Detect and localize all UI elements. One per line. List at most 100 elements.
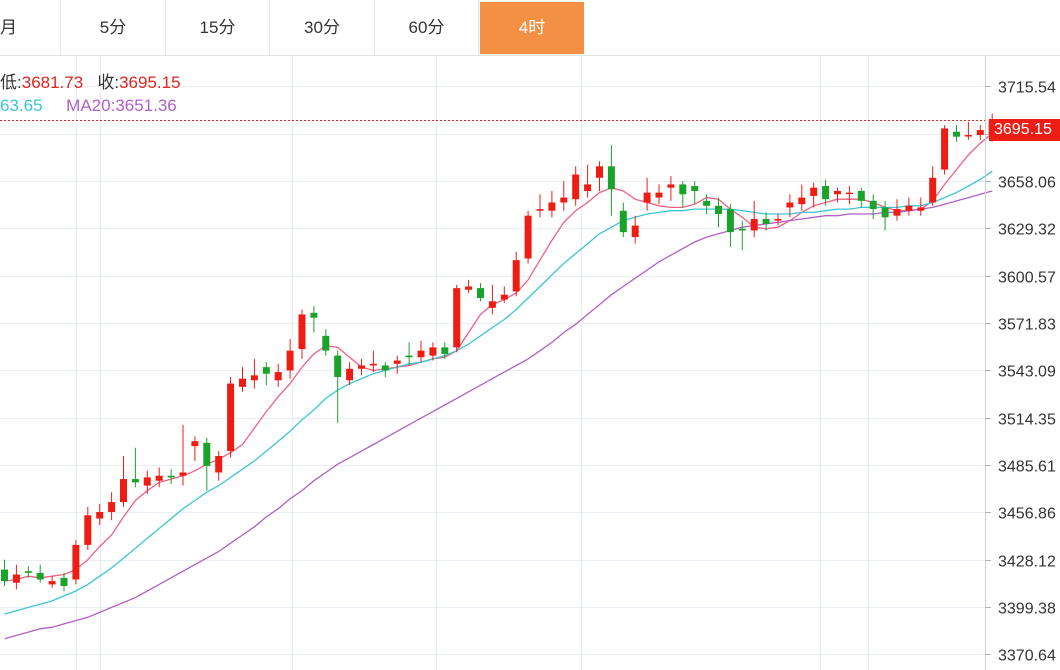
candle[interactable] — [857, 187, 865, 208]
candle[interactable] — [477, 283, 484, 302]
candle[interactable] — [274, 363, 282, 387]
candle[interactable] — [976, 125, 984, 140]
candle[interactable] — [72, 539, 80, 585]
candle[interactable] — [250, 358, 258, 389]
candle[interactable] — [262, 362, 270, 386]
candle[interactable] — [607, 144, 615, 216]
candle[interactable] — [762, 212, 770, 231]
candle[interactable] — [24, 566, 32, 578]
candle[interactable] — [643, 177, 651, 211]
candle[interactable] — [953, 125, 960, 142]
candle[interactable] — [869, 194, 877, 219]
candle[interactable] — [1, 559, 8, 587]
candle-body — [655, 192, 663, 198]
ma-info-line: 63.65 MA20:3651.36 — [0, 96, 177, 116]
candle[interactable] — [60, 572, 68, 591]
tab-month[interactable]: 月 — [0, 0, 61, 55]
candle[interactable] — [691, 181, 699, 205]
candle[interactable] — [929, 166, 937, 206]
candle[interactable] — [619, 202, 627, 238]
candle[interactable] — [560, 181, 568, 211]
candle[interactable] — [12, 564, 20, 590]
candle[interactable] — [703, 194, 711, 215]
candle[interactable] — [36, 564, 44, 583]
candle[interactable] — [441, 342, 449, 359]
tab-4hour[interactable]: 4时 — [480, 2, 584, 54]
candle[interactable] — [369, 350, 377, 373]
candle[interactable] — [548, 190, 556, 218]
candle-body — [964, 135, 972, 137]
candle[interactable] — [108, 492, 116, 521]
candle[interactable] — [798, 184, 806, 211]
candle[interactable] — [453, 284, 461, 353]
candle[interactable] — [191, 436, 199, 461]
candle[interactable] — [524, 210, 532, 264]
candle[interactable] — [346, 362, 354, 386]
candle[interactable] — [738, 220, 746, 251]
y-tick-label: 3428.12 — [998, 554, 1056, 571]
candle[interactable] — [964, 121, 972, 140]
candle[interactable] — [596, 161, 603, 191]
candle[interactable] — [417, 340, 425, 363]
candle[interactable] — [822, 179, 830, 206]
candle[interactable] — [405, 342, 413, 366]
candle[interactable] — [48, 576, 56, 588]
candle[interactable] — [227, 376, 235, 458]
candle[interactable] — [393, 355, 401, 374]
candle-body — [250, 375, 258, 381]
tab-5min[interactable]: 5分 — [61, 0, 166, 55]
candle[interactable] — [120, 456, 127, 508]
candle[interactable] — [917, 197, 925, 216]
candle[interactable] — [655, 184, 663, 205]
candle[interactable] — [286, 339, 294, 379]
candle[interactable] — [572, 166, 580, 206]
candle[interactable] — [500, 286, 508, 303]
candle[interactable] — [679, 181, 687, 208]
candle[interactable] — [512, 251, 520, 297]
candle[interactable] — [834, 187, 841, 203]
candle[interactable] — [893, 199, 901, 221]
candle[interactable] — [536, 194, 544, 218]
candle[interactable] — [131, 447, 139, 488]
candle[interactable] — [750, 200, 758, 238]
candle[interactable] — [143, 470, 151, 494]
candle[interactable] — [358, 358, 365, 376]
candle-body — [72, 544, 80, 580]
candle[interactable] — [905, 197, 913, 216]
candle[interactable] — [715, 197, 722, 228]
candle-body — [298, 314, 306, 350]
candle[interactable] — [584, 164, 592, 198]
candle[interactable] — [203, 437, 211, 491]
candle[interactable] — [215, 451, 223, 481]
tab-15min[interactable]: 15分 — [166, 0, 270, 55]
candle[interactable] — [167, 469, 175, 484]
candle[interactable] — [488, 284, 496, 315]
candle[interactable] — [631, 215, 639, 244]
candle[interactable] — [429, 342, 437, 361]
candle[interactable] — [96, 503, 104, 526]
candle[interactable] — [179, 424, 187, 486]
candle[interactable] — [941, 125, 949, 175]
candle-body — [619, 210, 627, 233]
candle[interactable] — [810, 182, 818, 208]
candle[interactable] — [84, 507, 92, 550]
candle-body — [262, 367, 270, 374]
candle[interactable] — [667, 176, 675, 201]
candle[interactable] — [774, 214, 782, 226]
candle[interactable] — [322, 329, 330, 356]
candle[interactable] — [786, 194, 794, 218]
candle[interactable] — [381, 362, 389, 377]
candle[interactable] — [334, 350, 342, 424]
candle[interactable] — [465, 279, 473, 294]
candle[interactable] — [845, 186, 853, 205]
candle-body — [215, 456, 223, 473]
tab-30min[interactable]: 30分 — [270, 0, 375, 55]
tab-60min[interactable]: 60分 — [375, 0, 479, 55]
candle[interactable] — [239, 367, 246, 392]
candle[interactable] — [298, 309, 306, 359]
candle[interactable] — [726, 204, 734, 247]
candle[interactable] — [310, 306, 318, 333]
candle[interactable] — [155, 467, 163, 488]
candle[interactable] — [881, 200, 889, 231]
